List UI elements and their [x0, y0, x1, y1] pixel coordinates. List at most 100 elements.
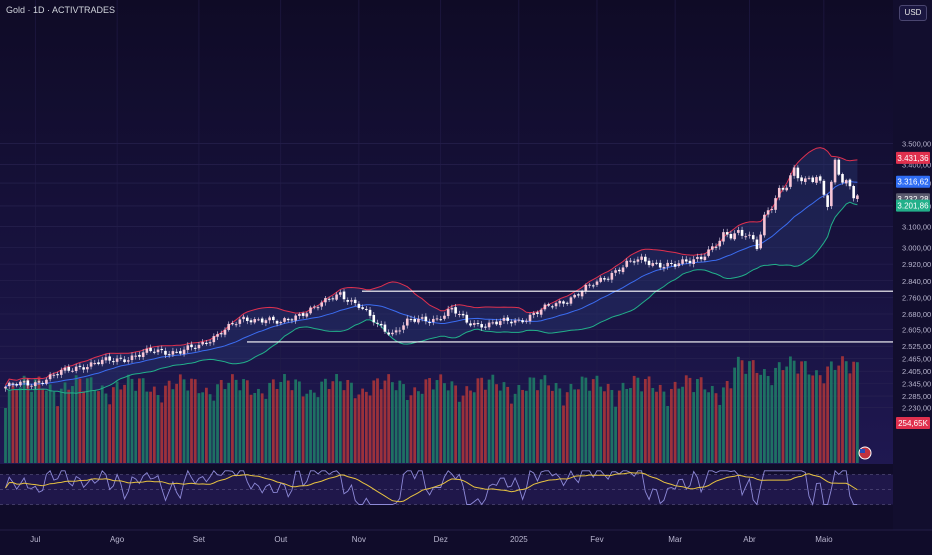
candle[interactable] [327, 296, 331, 302]
candle[interactable] [179, 347, 182, 356]
candle[interactable] [149, 344, 152, 353]
candle[interactable] [785, 185, 788, 192]
candle[interactable] [104, 354, 108, 364]
candle[interactable] [722, 228, 725, 245]
candle[interactable] [246, 315, 249, 325]
candle[interactable] [145, 345, 149, 356]
candle[interactable] [335, 292, 338, 302]
candle[interactable] [405, 315, 409, 329]
candle[interactable] [748, 231, 751, 239]
candle[interactable] [19, 380, 22, 387]
candle[interactable] [454, 303, 457, 317]
candle[interactable] [558, 299, 562, 307]
candle[interactable] [100, 356, 104, 367]
candles[interactable] [4, 158, 859, 392]
candle[interactable] [208, 339, 212, 346]
candle[interactable] [837, 158, 841, 176]
candle[interactable] [725, 228, 729, 238]
candle[interactable] [193, 344, 197, 352]
candle[interactable] [513, 318, 517, 326]
candle[interactable] [234, 321, 238, 328]
candle[interactable] [126, 356, 130, 364]
candle[interactable] [777, 185, 781, 201]
candle[interactable] [733, 230, 736, 241]
candle[interactable] [573, 293, 576, 299]
candle[interactable] [435, 315, 439, 322]
candle[interactable] [562, 300, 565, 307]
candle[interactable] [688, 257, 692, 267]
time-tick-label[interactable]: Maio [815, 535, 833, 544]
candle[interactable] [599, 275, 602, 284]
candle[interactable] [711, 242, 714, 253]
candle[interactable] [469, 320, 472, 328]
candle[interactable] [774, 195, 777, 214]
candle[interactable] [272, 315, 275, 324]
candle[interactable] [484, 323, 487, 330]
candle[interactable] [298, 312, 301, 320]
candle[interactable] [632, 258, 636, 266]
candle[interactable] [651, 260, 655, 268]
candle[interactable] [551, 304, 554, 310]
candle[interactable] [755, 236, 759, 252]
candle[interactable] [67, 364, 71, 373]
candle[interactable] [60, 367, 63, 379]
candle[interactable] [525, 318, 528, 324]
candle[interactable] [636, 256, 640, 265]
candle[interactable] [33, 380, 37, 390]
candle[interactable] [197, 341, 201, 351]
candle[interactable] [301, 311, 305, 319]
candle[interactable] [141, 349, 145, 360]
candle[interactable] [26, 378, 30, 389]
candle[interactable] [618, 267, 621, 275]
candle[interactable] [346, 297, 350, 306]
time-tick-label[interactable]: Ago [110, 535, 125, 544]
candle[interactable] [584, 283, 588, 294]
candle[interactable] [424, 313, 428, 325]
candle[interactable] [830, 180, 833, 210]
candle[interactable] [577, 292, 580, 298]
candle[interactable] [379, 320, 383, 329]
candle[interactable] [766, 207, 770, 218]
candle[interactable] [692, 256, 695, 268]
rsi-line[interactable] [5, 469, 858, 507]
candle[interactable] [603, 276, 606, 282]
candle[interactable] [818, 174, 822, 184]
candle[interactable] [305, 311, 309, 319]
time-tick-label[interactable]: Mar [668, 535, 682, 544]
candle[interactable] [201, 339, 204, 346]
candle[interactable] [461, 310, 465, 318]
candle[interactable] [175, 348, 178, 354]
candle[interactable] [670, 259, 673, 267]
candle[interactable] [37, 379, 41, 385]
candle[interactable] [781, 185, 785, 192]
candle[interactable] [532, 311, 536, 319]
candle[interactable] [86, 364, 89, 373]
candle[interactable] [331, 296, 335, 302]
candle[interactable] [413, 315, 416, 324]
candle[interactable] [833, 158, 837, 185]
candle[interactable] [458, 310, 461, 318]
candle[interactable] [476, 320, 480, 327]
time-tick-label[interactable]: Dez [434, 535, 448, 544]
candle[interactable] [22, 379, 26, 385]
candle[interactable] [238, 317, 242, 327]
candle[interactable] [89, 359, 93, 370]
candle[interactable] [644, 253, 647, 265]
candle[interactable] [807, 175, 811, 181]
candle[interactable] [677, 260, 681, 268]
candle[interactable] [480, 321, 483, 331]
candle[interactable] [491, 319, 495, 325]
candle[interactable] [625, 258, 629, 269]
candle[interactable] [275, 319, 279, 327]
candle[interactable] [30, 383, 33, 390]
candle[interactable] [11, 382, 15, 388]
candle[interactable] [290, 317, 294, 324]
candle[interactable] [93, 360, 97, 366]
candle[interactable] [465, 311, 469, 325]
candle[interactable] [186, 342, 190, 354]
candle[interactable] [681, 256, 684, 266]
candle[interactable] [160, 345, 164, 354]
time-tick-label[interactable]: Out [274, 535, 288, 544]
candle[interactable] [41, 380, 44, 386]
candle[interactable] [231, 320, 234, 326]
